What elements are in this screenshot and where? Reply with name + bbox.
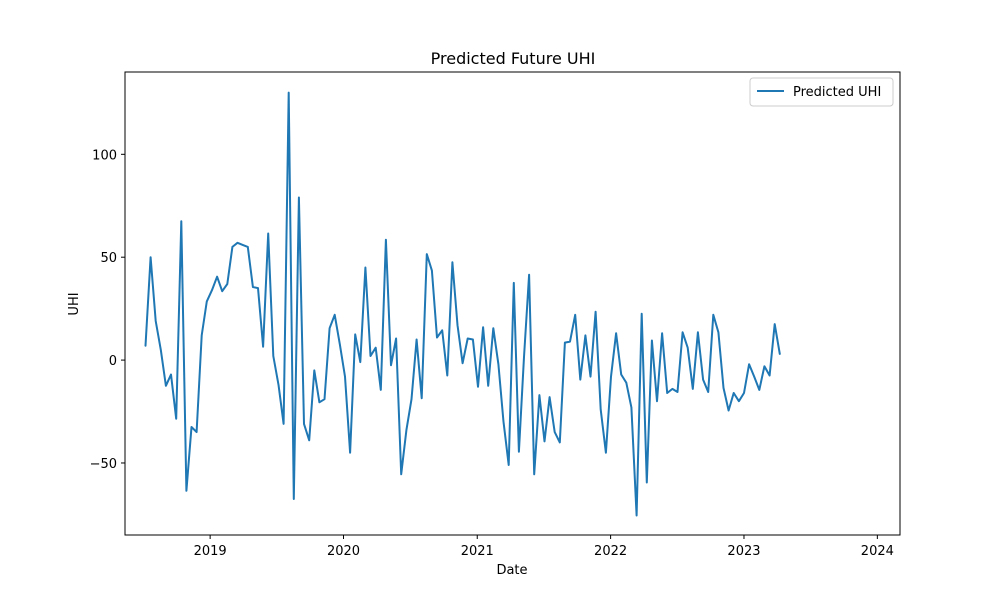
y-axis: −50 0 50 100 — [90, 148, 125, 472]
y-tick-label: −50 — [90, 457, 117, 472]
x-tick-label: 2023 — [727, 544, 760, 559]
data-points — [145, 92, 780, 516]
y-axis-title: UHI — [67, 292, 82, 315]
x-tick-label: 2024 — [861, 544, 894, 559]
legend-label: Predicted UHI — [793, 85, 881, 100]
x-axis: 2019 2020 2021 2022 2023 2024 — [194, 535, 894, 559]
x-tick-label: 2022 — [594, 544, 627, 559]
y-tick-label: 100 — [92, 148, 117, 163]
x-tick-label: 2020 — [327, 544, 360, 559]
x-tick-label: 2021 — [461, 544, 494, 559]
plot-area — [124, 71, 901, 536]
y-tick-label: 50 — [100, 251, 117, 266]
legend-box — [749, 77, 894, 107]
chart-title: Predicted Future UHI — [431, 49, 596, 68]
x-tick-label: 2019 — [194, 544, 227, 559]
x-axis-title: Date — [496, 563, 527, 578]
y-tick-label: 0 — [109, 354, 117, 369]
legend: Predicted UHI — [749, 77, 894, 107]
